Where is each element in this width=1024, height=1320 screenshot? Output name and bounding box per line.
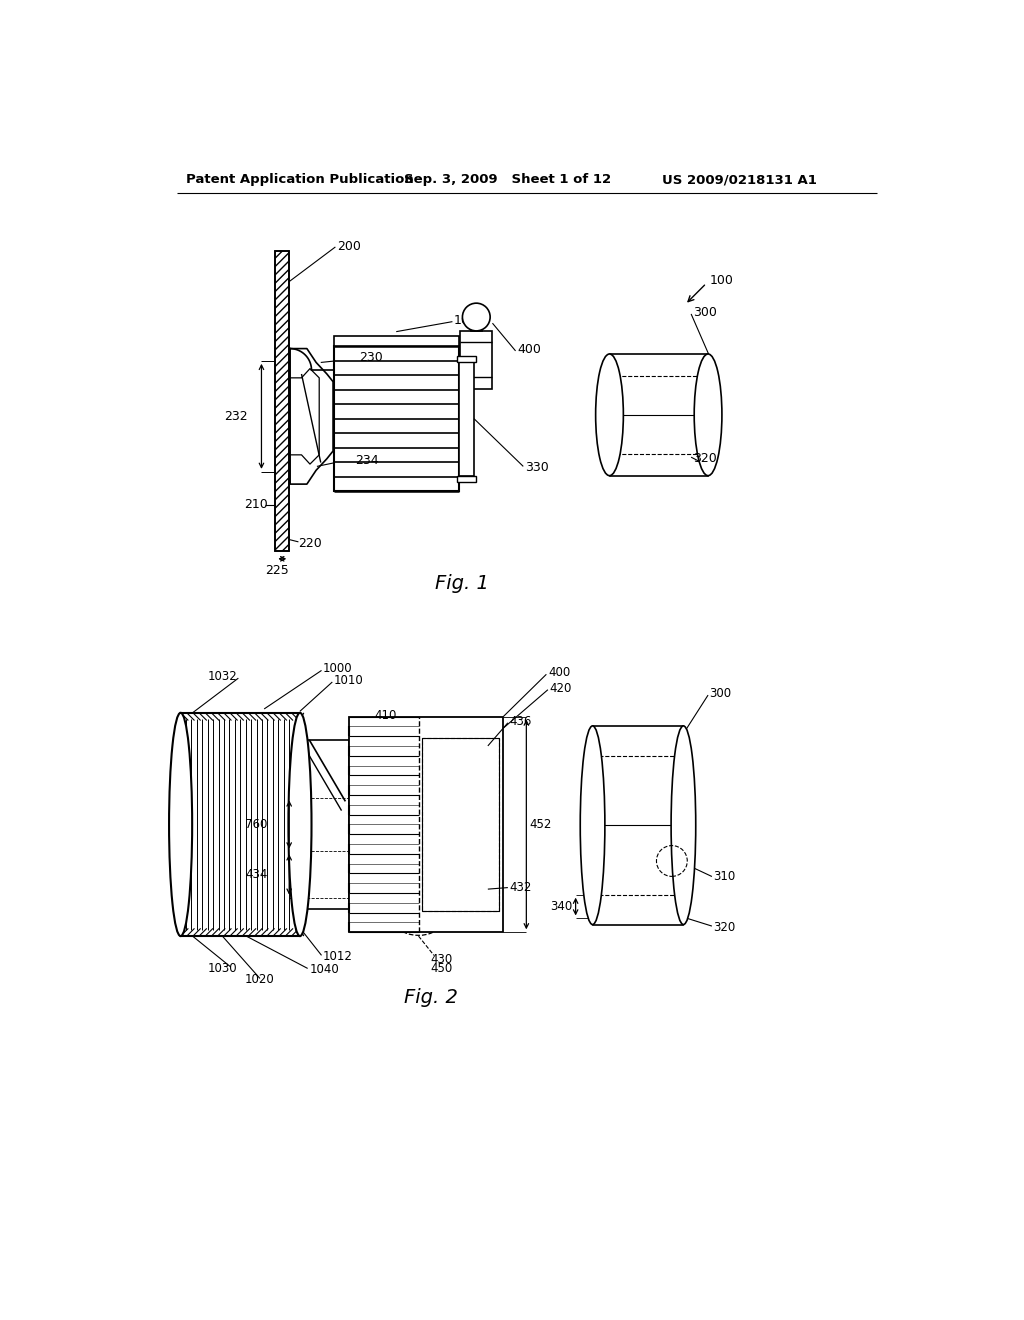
Bar [180, 713, 300, 936]
Text: 220: 220 [298, 537, 323, 550]
Ellipse shape [169, 713, 193, 936]
Text: 400: 400 [517, 343, 541, 356]
Bar [459, 362, 474, 475]
Text: 330: 330 [524, 462, 549, 474]
Bar [422, 738, 500, 911]
Text: 410: 410 [375, 709, 397, 722]
Text: 1020: 1020 [245, 973, 274, 986]
Text: 450: 450 [430, 962, 453, 975]
Text: Sep. 3, 2009   Sheet 1 of 12: Sep. 3, 2009 Sheet 1 of 12 [403, 173, 611, 186]
Text: 452: 452 [529, 818, 552, 832]
Bar [471, 317, 481, 331]
Text: 1000: 1000 [323, 663, 352, 676]
Text: 340: 340 [550, 900, 572, 913]
Text: Patent Application Publication: Patent Application Publication [186, 173, 414, 186]
Ellipse shape [671, 726, 695, 924]
Text: 1032: 1032 [208, 671, 238, 684]
Text: 430: 430 [430, 953, 453, 966]
Bar [457, 355, 475, 362]
Bar [275, 251, 289, 552]
Text: 100: 100 [710, 273, 733, 286]
Ellipse shape [694, 354, 722, 475]
Text: 1040: 1040 [309, 964, 339, 977]
Ellipse shape [596, 354, 624, 475]
Text: 420: 420 [550, 681, 571, 694]
Text: 200: 200 [337, 240, 360, 253]
Text: 436: 436 [509, 714, 531, 727]
Text: 1000: 1000 [454, 314, 485, 326]
Text: 1012: 1012 [323, 950, 353, 964]
Text: 300: 300 [710, 686, 732, 700]
Text: 320: 320 [714, 921, 735, 935]
Text: 234: 234 [355, 454, 379, 467]
Text: 432: 432 [509, 880, 531, 894]
Text: Fig. 1: Fig. 1 [435, 574, 488, 593]
Text: 230: 230 [359, 351, 383, 363]
Text: 434: 434 [245, 869, 267, 880]
Text: 1030: 1030 [208, 962, 238, 975]
Text: 300: 300 [692, 306, 717, 319]
Ellipse shape [581, 726, 605, 924]
Text: 1010: 1010 [334, 675, 364, 686]
Text: 320: 320 [692, 453, 717, 465]
Ellipse shape [289, 713, 311, 936]
Bar [349, 717, 503, 932]
Text: 310: 310 [714, 870, 735, 883]
Bar [593, 726, 683, 924]
Text: US 2009/0218131 A1: US 2009/0218131 A1 [662, 173, 817, 186]
Circle shape [463, 304, 490, 331]
Text: 232: 232 [224, 409, 248, 422]
Text: 400: 400 [548, 667, 570, 680]
Bar [609, 354, 708, 475]
Text: 760: 760 [245, 818, 267, 832]
Bar [457, 475, 475, 482]
Bar [303, 739, 349, 909]
Text: 225: 225 [265, 564, 289, 577]
Text: Fig. 2: Fig. 2 [403, 989, 458, 1007]
Bar [460, 331, 493, 388]
Bar [334, 346, 459, 491]
Bar [422, 738, 500, 911]
Bar [275, 251, 289, 552]
Text: 210: 210 [245, 499, 268, 511]
Bar [334, 335, 459, 346]
